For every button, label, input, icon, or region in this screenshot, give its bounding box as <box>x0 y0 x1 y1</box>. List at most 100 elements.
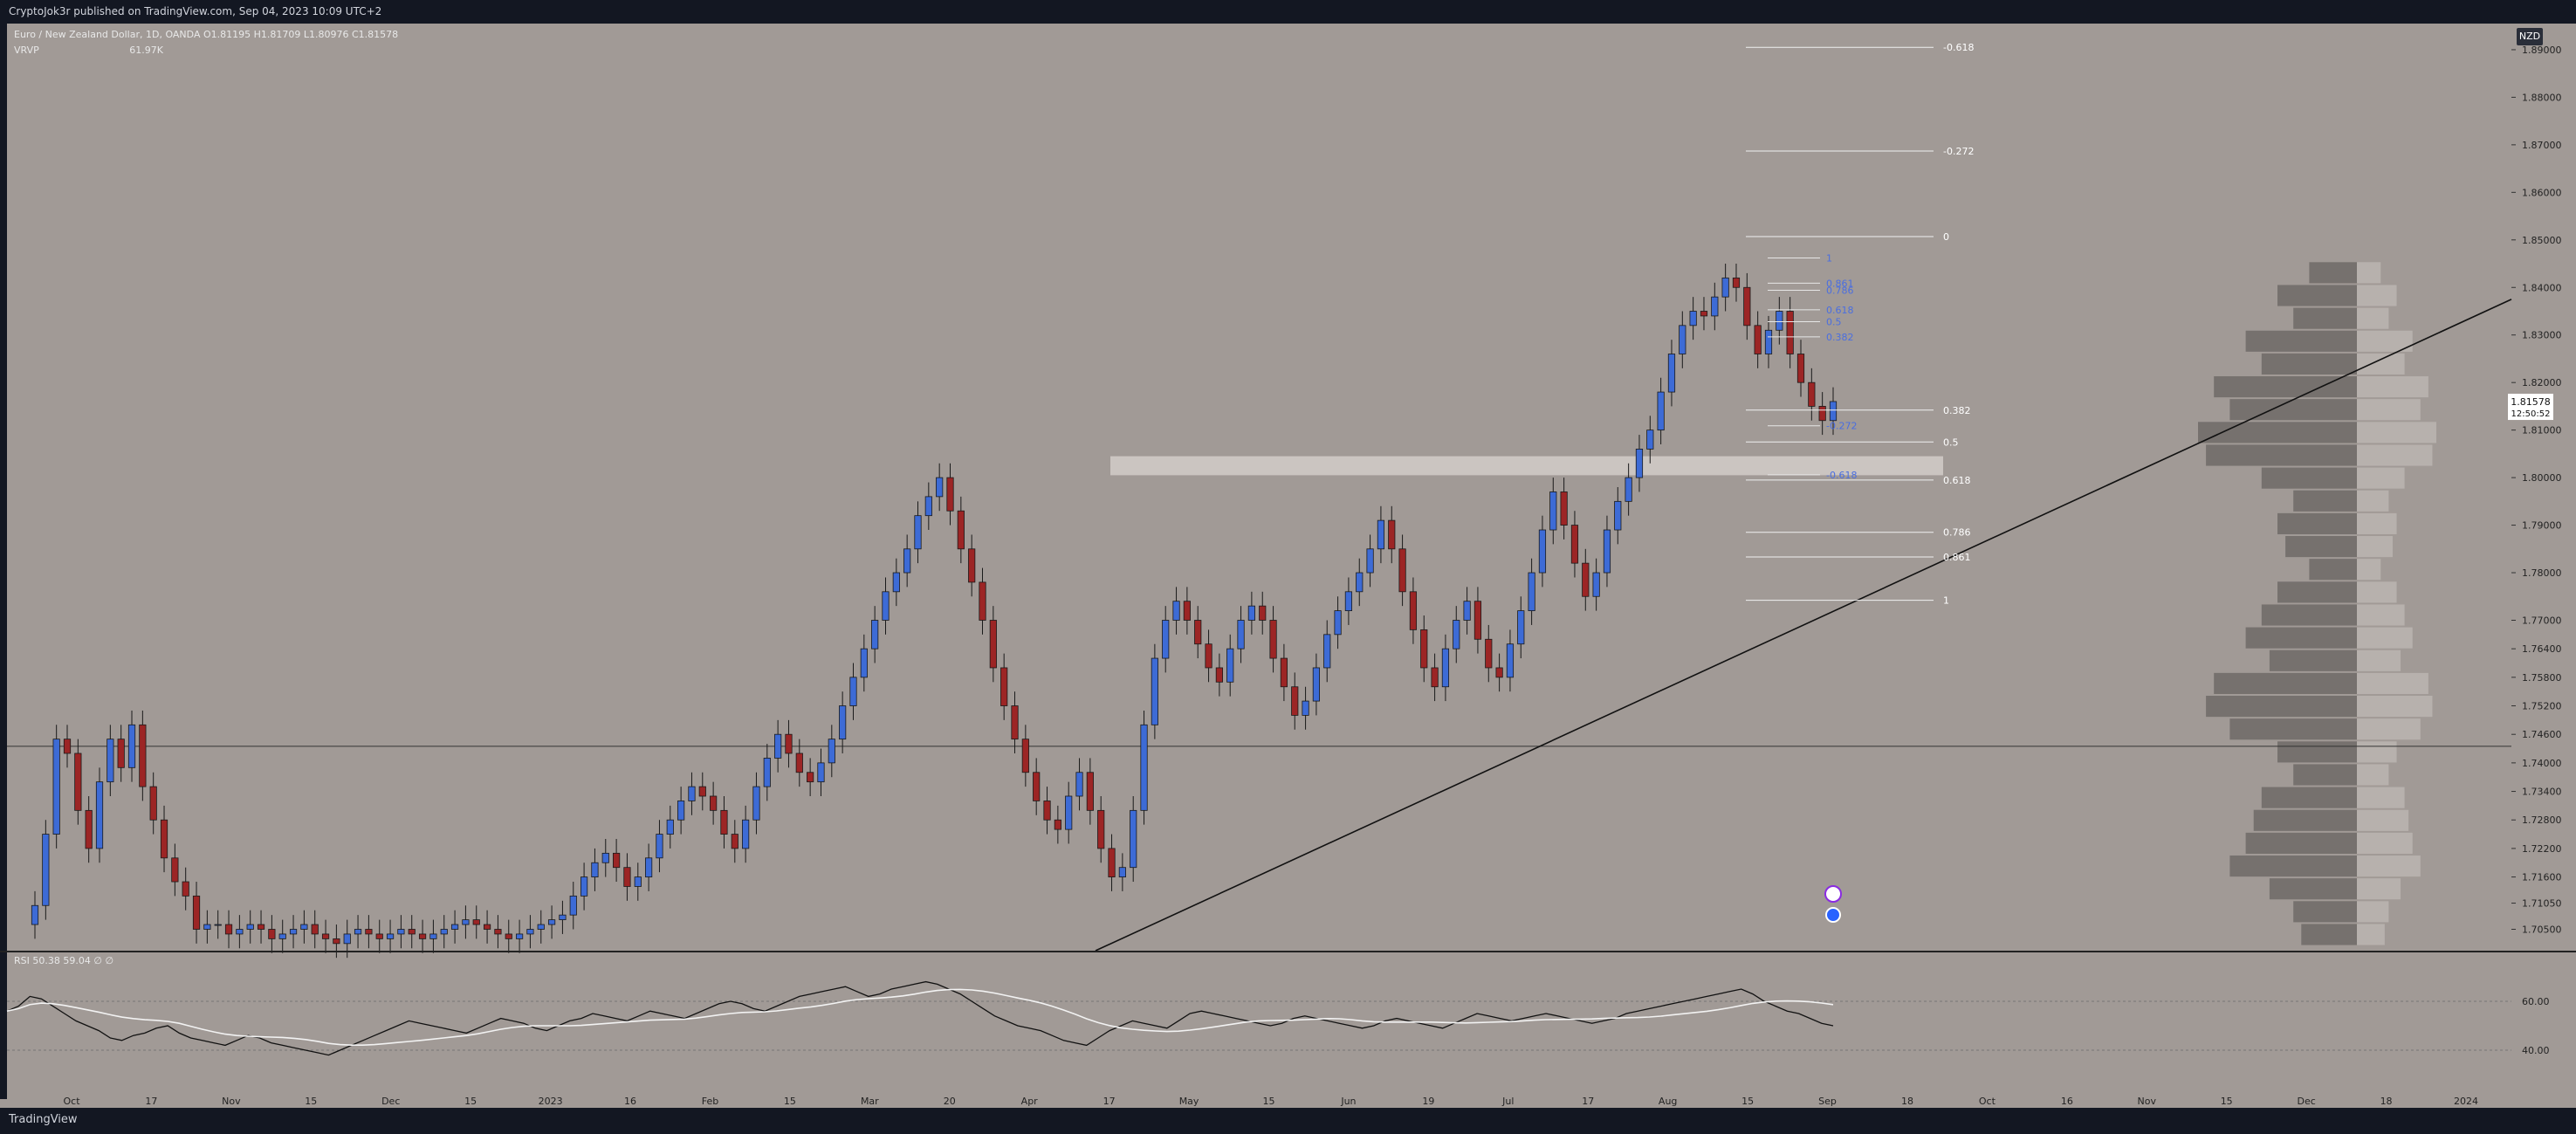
y-tick-label: 1.72800 <box>2522 814 2562 826</box>
x-tick-label: 17 <box>145 1096 157 1107</box>
candle-body <box>278 933 286 939</box>
volume-profile-bar <box>2357 695 2433 718</box>
vrvp-label[interactable]: VRVP <box>14 45 39 56</box>
candle-body <box>774 733 782 759</box>
trend-line <box>1095 299 2512 952</box>
candle-body <box>526 929 534 935</box>
volume-profile-bar <box>2245 832 2357 854</box>
candle-body <box>1065 795 1073 830</box>
price-chart[interactable]: 1.89000 1.88000 1.87000 1.86000 1.85000 1.840… <box>0 24 2576 1108</box>
x-tick-label: 15 <box>1741 1096 1754 1107</box>
candle-body <box>1603 529 1611 574</box>
candle-body <box>418 933 427 939</box>
rsi-value-1: 50.38 <box>32 955 60 966</box>
fib-blue-label: 0.786 <box>1826 285 1854 297</box>
candle-body <box>1528 572 1535 611</box>
candle-body <box>1517 610 1525 645</box>
x-tick-label: 2023 <box>539 1096 563 1107</box>
candle-body <box>1420 629 1428 669</box>
main-pane <box>7 24 2511 951</box>
candle-body <box>591 862 599 877</box>
x-tick-label: Sep <box>1818 1096 1837 1107</box>
volume-profile-bar <box>2357 718 2421 740</box>
volume-profile-bar <box>2357 787 2405 808</box>
candle-body <box>1679 325 1686 354</box>
candle-body <box>1312 667 1321 702</box>
candle-body <box>1162 620 1170 659</box>
x-tick-label: Jun <box>1340 1096 1356 1107</box>
volume-profile-bar <box>2277 741 2357 763</box>
candle-body <box>892 572 900 593</box>
volume-profile-bar <box>2357 467 2405 489</box>
candle-body <box>1485 638 1493 669</box>
candle-body <box>505 933 512 939</box>
tradingview-logo[interactable]: TradingView <box>9 1113 78 1126</box>
candle-body <box>1786 311 1794 354</box>
symbol-legend: Euro / New Zealand Dollar, 1D, OANDA O1.… <box>14 29 398 40</box>
candle-body <box>106 739 114 783</box>
rsi-label[interactable]: RSI <box>14 955 30 966</box>
price-tag <box>2508 394 2553 421</box>
candle-body <box>268 929 276 939</box>
candle-body <box>613 852 621 869</box>
candle-body <box>1356 572 1364 593</box>
candle-body <box>1215 667 1223 683</box>
y-tick-label: 1.83000 <box>2522 330 2562 341</box>
candle-body <box>1409 591 1418 630</box>
volume-profile-bar <box>2214 672 2357 694</box>
y-tick-label: 1.78000 <box>2522 567 2562 579</box>
volume-profile-bar <box>2357 604 2405 626</box>
fib-blue-label: -0.272 <box>1826 421 1857 432</box>
y-tick-label: 1.79000 <box>2522 520 2562 532</box>
volume-profile-bar <box>2357 901 2389 923</box>
candle-body <box>677 801 685 821</box>
event-icon <box>1825 907 1841 923</box>
volume-profile-bar <box>2277 512 2357 535</box>
x-tick-label: 20 <box>944 1096 956 1107</box>
candle-body <box>752 786 760 821</box>
currency-button[interactable]: NZD <box>2517 28 2543 45</box>
volume-profile-bar <box>2357 262 2381 284</box>
fib-blue-label: 0.382 <box>1826 332 1854 343</box>
rsi-tick-label: 60.00 <box>2522 996 2550 1007</box>
volume-profile-bar <box>2229 718 2357 740</box>
candle-body <box>85 809 93 849</box>
candle-body <box>311 924 319 935</box>
volume-profile-bar <box>2357 422 2436 443</box>
candle-body <box>1205 643 1212 669</box>
y-tick-label: 1.73400 <box>2522 787 2562 798</box>
candle-body <box>1764 329 1773 354</box>
volume-profile-bar <box>2357 536 2393 558</box>
fib-white-label: 0.5 <box>1943 436 1959 448</box>
candle-body <box>742 819 750 849</box>
x-tick-label: Mar <box>861 1096 879 1107</box>
candle-body <box>1818 406 1826 422</box>
fib-white-label: 0.382 <box>1943 405 1971 416</box>
candle-body <box>1495 667 1503 678</box>
candle-body <box>1237 620 1245 649</box>
candle-body <box>710 795 718 811</box>
candle-body <box>924 496 932 517</box>
candle-body <box>1130 809 1137 869</box>
volume-profile-bar <box>2285 536 2357 558</box>
candle-body <box>74 753 82 811</box>
candle-body <box>795 753 803 773</box>
candle-body <box>1075 772 1083 797</box>
candle-body <box>1453 620 1460 649</box>
candle-body <box>31 904 39 925</box>
candle-body <box>1377 519 1385 550</box>
x-tick-label: Oct <box>63 1096 80 1107</box>
candle-body <box>1334 610 1342 636</box>
candle-body <box>1226 648 1234 683</box>
volume-profile-bar <box>2357 878 2401 900</box>
fib-blue-label: 0.861 <box>1826 278 1854 289</box>
price-axis <box>2511 24 2576 1108</box>
candle-body <box>1269 620 1277 659</box>
candle-body <box>1259 605 1267 621</box>
x-tick-label: 15 <box>464 1096 477 1107</box>
candle-body <box>1011 705 1019 740</box>
candle-body <box>1829 401 1838 422</box>
symbol-label[interactable]: Euro / New Zealand Dollar, 1D, OANDA <box>14 29 201 40</box>
volume-profile-bar <box>2357 559 2381 581</box>
candle-body <box>1582 562 1590 597</box>
